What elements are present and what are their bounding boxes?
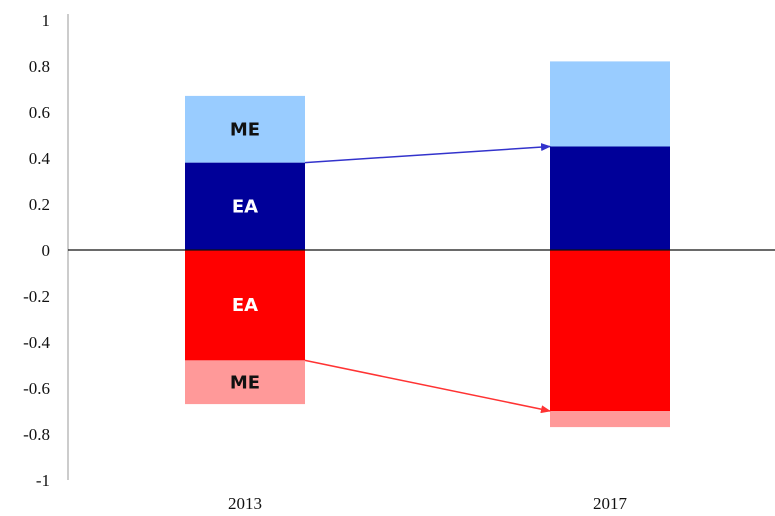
y-tick-label: -0.4 (23, 333, 50, 352)
bar-segment-2013-2 (185, 250, 305, 361)
bar-segment-2013-3 (185, 360, 305, 405)
x-category-label: 2017 (593, 494, 628, 513)
segment-label-2013-0: EA (232, 196, 258, 217)
y-tick-label: 0.4 (29, 149, 51, 168)
arrows-layer (304, 143, 551, 414)
bar-segment-2013-1 (185, 95, 305, 163)
y-tick-label: -1 (36, 471, 50, 490)
bar-segment-2017-2 (550, 250, 670, 411)
axes-layer: 1 0.8 0.6 0.4 0.2 0 -0.2 -0.4 -0.6 -0.8 -1 2013 2017 (23, 11, 775, 513)
bar-segment-2017-3 (550, 411, 670, 428)
y-tick-label: 1 (42, 11, 51, 30)
bar-segment-2013-0 (185, 162, 305, 250)
y-tick-label: -0.2 (23, 287, 50, 306)
y-tick-label: 0.6 (29, 103, 50, 122)
y-tick-label: -0.6 (23, 379, 50, 398)
bar-segment-2017-0 (550, 146, 670, 250)
y-tick-label: 0.2 (29, 195, 50, 214)
bars-layer: EA ME EA ME (185, 61, 670, 428)
segment-label-2013-1: ME (230, 119, 260, 140)
y-tick-label: 0 (42, 241, 51, 260)
y-tick-label: 0.8 (29, 57, 50, 76)
x-category-label: 2013 (228, 494, 262, 513)
y-tick-label: -0.8 (23, 425, 50, 444)
change-arrow-1 (304, 359, 551, 414)
bar-segment-2017-1 (550, 61, 670, 147)
segment-label-2013-2: EA (232, 295, 258, 316)
change-arrow-0 (304, 143, 551, 164)
segment-label-2013-3: ME (230, 372, 260, 393)
